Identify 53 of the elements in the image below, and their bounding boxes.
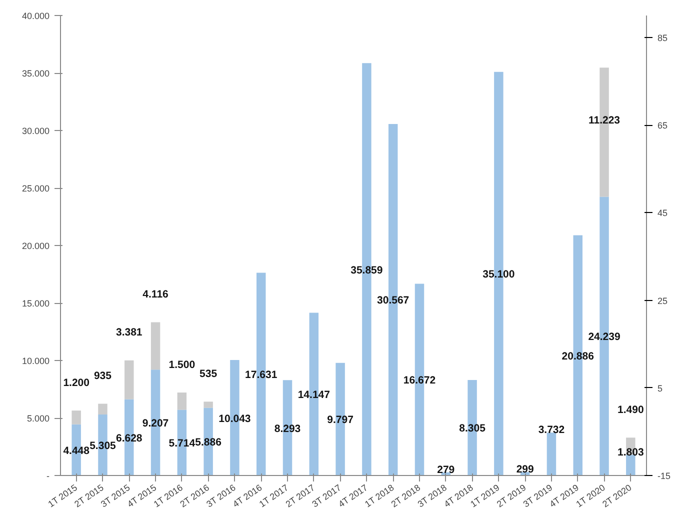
y-tick-label: 5.000 <box>26 414 50 424</box>
data-label: 9.797 <box>327 414 354 426</box>
data-label: 20.886 <box>562 350 594 362</box>
data-label: 30.567 <box>377 294 410 307</box>
y-tick-label: 15.000 <box>22 298 50 308</box>
y2-tick-label: 85 <box>658 32 668 43</box>
bar <box>124 360 134 400</box>
y2-tick-label: 45 <box>658 208 668 218</box>
bar <box>72 410 81 424</box>
data-label: 1.803 <box>618 446 644 458</box>
data-label: 17.631 <box>245 369 278 382</box>
bar <box>98 404 108 414</box>
y2-tick-label: 25 <box>658 296 668 306</box>
data-label: 299 <box>516 464 534 476</box>
y-tick-label: 40.000 <box>22 11 50 21</box>
data-label: 4.448 <box>63 444 90 457</box>
y-tick-label: 30.000 <box>22 126 50 136</box>
bar <box>204 402 213 408</box>
data-label: 279 <box>437 464 455 476</box>
data-label: 1.500 <box>168 358 196 371</box>
data-label: 11.223 <box>588 114 620 126</box>
y2-tick-label: 65 <box>658 120 668 131</box>
y-tick-label: - <box>46 471 50 481</box>
bar <box>150 322 160 370</box>
data-label: 35.859 <box>350 264 383 276</box>
data-label: 9.207 <box>142 418 169 430</box>
bar <box>546 432 556 476</box>
data-label: 8.293 <box>274 422 301 435</box>
bar <box>626 454 636 476</box>
data-label: 3.732 <box>538 424 565 436</box>
data-label: 6.628 <box>116 432 142 444</box>
data-label: 24.239 <box>588 331 620 344</box>
data-label: 5.886 <box>195 436 222 449</box>
data-label: 14.147 <box>298 389 330 402</box>
data-label: 4.116 <box>142 288 169 301</box>
data-label: 5.714 <box>168 438 196 450</box>
data-label: 8.305 <box>459 422 486 435</box>
y2-tick-label: 5 <box>658 383 663 394</box>
data-label: 1.490 <box>618 404 644 416</box>
data-label: 935 <box>94 370 112 382</box>
y-tick-label: 25.000 <box>22 184 50 194</box>
data-label: 535 <box>200 368 218 380</box>
data-label: 16.672 <box>403 374 436 387</box>
data-label: 5.305 <box>90 440 116 452</box>
data-label: 3.381 <box>116 326 142 339</box>
y-tick-label: 10.000 <box>22 356 50 366</box>
y2-tick-label: -15 <box>658 471 671 481</box>
data-label: 35.100 <box>482 268 515 281</box>
data-label: 10.043 <box>218 412 251 425</box>
y-tick-label: 20.000 <box>22 241 50 251</box>
y-tick-label: 35.000 <box>22 68 50 78</box>
bar <box>177 392 187 410</box>
data-label: 1.200 <box>63 376 90 389</box>
